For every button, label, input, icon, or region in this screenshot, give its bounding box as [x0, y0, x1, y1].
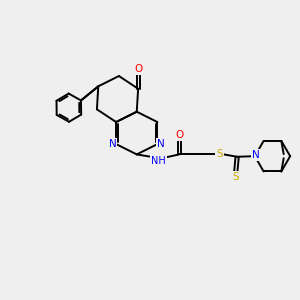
- Text: S: S: [216, 149, 223, 159]
- Text: NH: NH: [151, 156, 166, 166]
- Text: N: N: [157, 139, 165, 149]
- Text: O: O: [175, 130, 183, 140]
- Text: N: N: [252, 150, 260, 160]
- Text: N: N: [109, 139, 116, 149]
- Text: S: S: [232, 172, 239, 182]
- Text: O: O: [134, 64, 142, 74]
